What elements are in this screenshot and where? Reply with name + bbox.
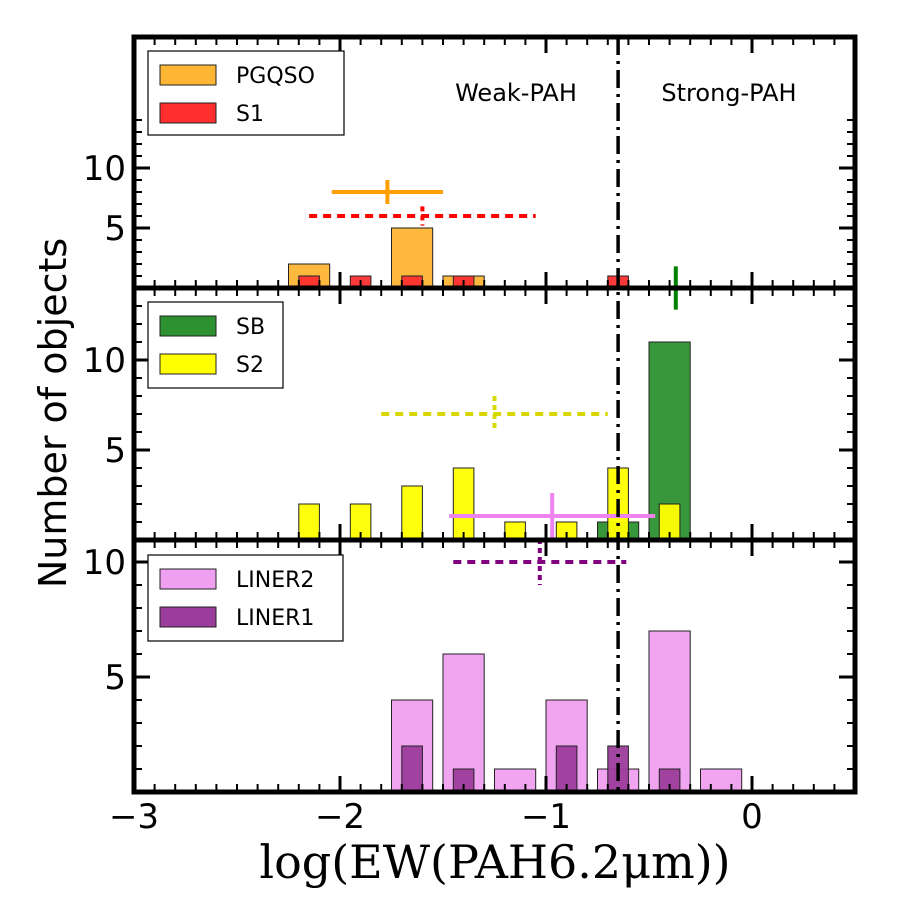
panel-1: 5 10 PGQSO S1	[83, 34, 858, 291]
panels-group: 5 10 PGQSO S1 5 10 SB S2 5 10 LINER2 LINER1	[83, 34, 858, 795]
bar-liner1-0	[401, 745, 423, 793]
y-tick-label: 5	[104, 209, 126, 249]
y-tick-label: 10	[83, 149, 126, 189]
x-tick-label: −3	[109, 797, 159, 837]
bar-s2-0	[298, 503, 320, 541]
y-tick-label: 10	[83, 341, 126, 381]
bar-s2-3	[452, 467, 475, 541]
x-tick-label: −2	[315, 797, 365, 837]
legend-swatch-sb	[159, 315, 217, 337]
legend-swatch-liner1	[159, 606, 217, 628]
region-label-weak: Weak-PAH	[455, 79, 577, 107]
legend-label-liner1: LINER1	[236, 606, 314, 631]
panel-3: 5 10 LINER2 LINER1	[83, 493, 858, 795]
legend-label-s1: S1	[236, 102, 264, 127]
legend-label-pgqso: PGQSO	[236, 64, 315, 89]
bar-s2-2	[401, 485, 423, 541]
legend-swatch-liner2	[159, 568, 217, 590]
x-axis-label: log(EW(PAH6.2μm))	[259, 835, 730, 889]
panel-2: 5 10 SB S2	[83, 266, 858, 543]
bar-s2-4	[504, 521, 526, 541]
y-tick-label: 5	[104, 431, 126, 471]
region-label-strong: Strong-PAH	[661, 79, 796, 107]
bar-liner2-2	[494, 768, 537, 793]
legend-label-s2: S2	[236, 353, 264, 378]
bar-liner2-6	[700, 768, 743, 793]
legend-label-sb: SB	[236, 315, 265, 340]
legend-label-liner2: LINER2	[236, 568, 314, 593]
y-axis-label: Number of objects	[31, 238, 75, 588]
legend-swatch-pgqso	[159, 64, 217, 86]
y-tick-label: 10	[83, 543, 126, 583]
y-tick-label: 5	[104, 658, 126, 698]
x-tick-label: −1	[521, 797, 571, 837]
bar-liner2-5	[648, 630, 691, 793]
panel-3-frame	[131, 537, 858, 795]
legend-swatch-s1	[159, 102, 217, 124]
overlay-group: Weak-PAH Strong-PAH −3 −2 −1 0	[109, 37, 797, 837]
x-tick-label: 0	[741, 797, 763, 837]
legend-swatch-s2	[159, 353, 217, 375]
